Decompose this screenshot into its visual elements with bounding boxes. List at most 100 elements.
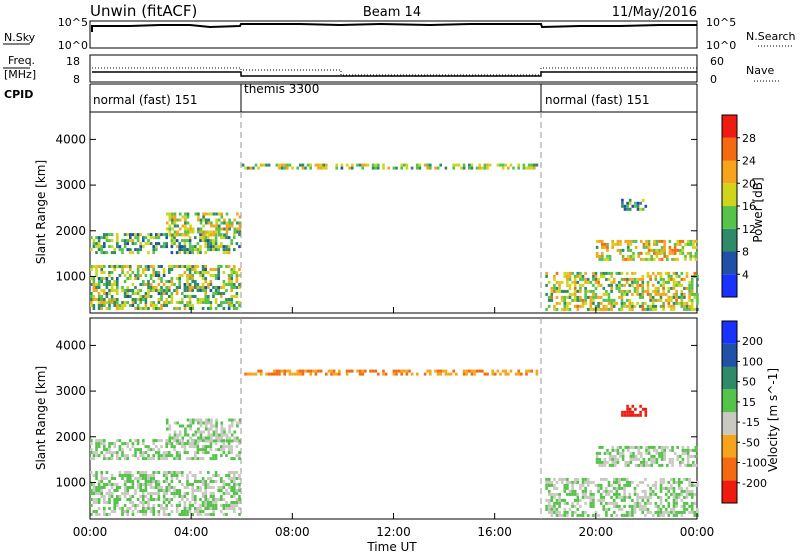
velocity-echo-cell <box>584 492 587 496</box>
power-echo-cell <box>181 265 184 268</box>
velocity-echo-cell <box>631 410 635 414</box>
velocity-echo-cell <box>579 504 582 508</box>
velocity-echo-cell <box>576 507 580 511</box>
power-echo-cell <box>227 236 231 240</box>
velocity-echo-cell <box>131 501 135 504</box>
power-echo-cell <box>188 265 192 268</box>
power-echo-cell <box>581 304 585 308</box>
power-echo-cell <box>535 163 539 167</box>
power-echo-cell <box>645 242 648 246</box>
velocity-echo-cell <box>149 474 153 477</box>
power-echo-cell <box>680 304 684 308</box>
velocity-echo-cell <box>199 489 202 492</box>
velocity-echo-cell <box>348 369 351 373</box>
power-echo-cell <box>275 163 279 167</box>
velocity-echo-cell <box>688 480 691 484</box>
velocity-echo-cell <box>465 369 468 373</box>
nsky-tick-bottom: 10^0 <box>58 39 88 52</box>
power-echo-cell <box>170 251 174 255</box>
power-echo-cell <box>235 271 239 274</box>
velocity-echo-cell <box>131 513 135 516</box>
power-echo-cell <box>173 242 176 246</box>
power-echo-cell <box>592 307 595 311</box>
velocity-echo-cell <box>152 486 155 489</box>
velocity-echo-cell <box>238 477 241 480</box>
velocity-echo-cell <box>434 369 437 373</box>
power-echo-cell <box>654 274 658 278</box>
nsky-label: N.Sky <box>4 31 36 44</box>
velocity-echo-cell <box>647 463 651 467</box>
power-echo-cell <box>108 301 111 304</box>
velocity-echo-cell <box>654 504 658 508</box>
power-echo-cell <box>199 289 202 292</box>
velocity-echo-cell <box>468 369 471 373</box>
velocity-echo-cell <box>611 463 614 467</box>
power-echo-cell <box>317 166 320 170</box>
velocity-echo-cell <box>97 498 101 501</box>
colorbar-segment <box>722 321 737 344</box>
velocity-echo-cell <box>555 501 559 505</box>
velocity-echo-cell <box>134 507 137 510</box>
velocity-echo-cell <box>189 424 192 428</box>
power-echo-cell <box>123 239 127 243</box>
velocity-echo-cell <box>178 433 182 437</box>
velocity-echo-cell <box>628 495 632 499</box>
power-echo-cell <box>129 236 132 240</box>
power-echo-cell <box>690 304 694 308</box>
velocity-echo-cell <box>694 445 698 449</box>
velocity-echo-cell <box>108 498 111 501</box>
power-echo-cell <box>680 298 684 302</box>
velocity-echo-cell <box>157 489 161 492</box>
velocity-echo-cell <box>439 372 442 376</box>
power-echo-cell <box>194 280 197 283</box>
velocity-echo-cell <box>194 445 197 449</box>
power-echo-cell <box>238 286 241 289</box>
velocity-echo-cell <box>659 489 663 493</box>
velocity-echo-cell <box>116 498 119 501</box>
velocity-echo-cell <box>136 471 140 474</box>
velocity-echo-cell <box>95 445 98 449</box>
velocity-echo-cell <box>624 445 627 449</box>
velocity-echo-cell <box>209 504 213 507</box>
power-echo-cell <box>103 251 106 255</box>
velocity-echo-cell <box>606 460 609 464</box>
power-echo-cell <box>181 245 184 249</box>
power-echo-cell <box>178 277 181 280</box>
power-echo-cell <box>188 286 192 289</box>
power-echo-cell <box>512 166 515 170</box>
power-echo-cell <box>602 292 606 296</box>
colorbar-tick-label: 15 <box>742 396 756 409</box>
power-echo-cell <box>688 286 691 290</box>
power-echo-cell <box>210 233 213 237</box>
velocity-echo-cell <box>201 510 205 513</box>
power-echo-cell <box>139 274 142 277</box>
power-echo-cell <box>672 301 676 305</box>
power-echo-cell <box>171 233 174 237</box>
velocity-echo-cell <box>547 489 551 493</box>
power-echo-cell <box>225 236 228 240</box>
power-echo-cell <box>672 283 676 287</box>
velocity-echo-cell <box>547 501 551 505</box>
power-echo-cell <box>601 251 604 255</box>
velocity-echo-cell <box>651 483 655 487</box>
power-echo-cell <box>168 230 172 234</box>
power-echo-cell <box>672 292 676 296</box>
velocity-echo-cell <box>95 510 98 513</box>
velocity-echo-cell <box>660 451 664 455</box>
power-echo-cell <box>142 236 145 240</box>
velocity-echo-cell <box>121 510 124 513</box>
velocity-echo-cell <box>581 483 585 487</box>
velocity-echo-cell <box>165 492 168 495</box>
power-echo-cell <box>638 283 642 287</box>
velocity-echo-cell <box>191 439 195 443</box>
power-echo-cell <box>688 304 691 308</box>
power-echo-cell <box>662 307 665 311</box>
power-echo-cell <box>592 289 595 293</box>
velocity-echo-cell <box>188 442 192 446</box>
velocity-echo-cell <box>597 489 600 493</box>
velocity-echo-cell <box>129 480 132 483</box>
power-echo-cell <box>199 251 202 255</box>
power-echo-cell <box>212 274 215 277</box>
velocity-echo-cell <box>462 372 466 376</box>
velocity-echo-cell <box>233 495 236 498</box>
